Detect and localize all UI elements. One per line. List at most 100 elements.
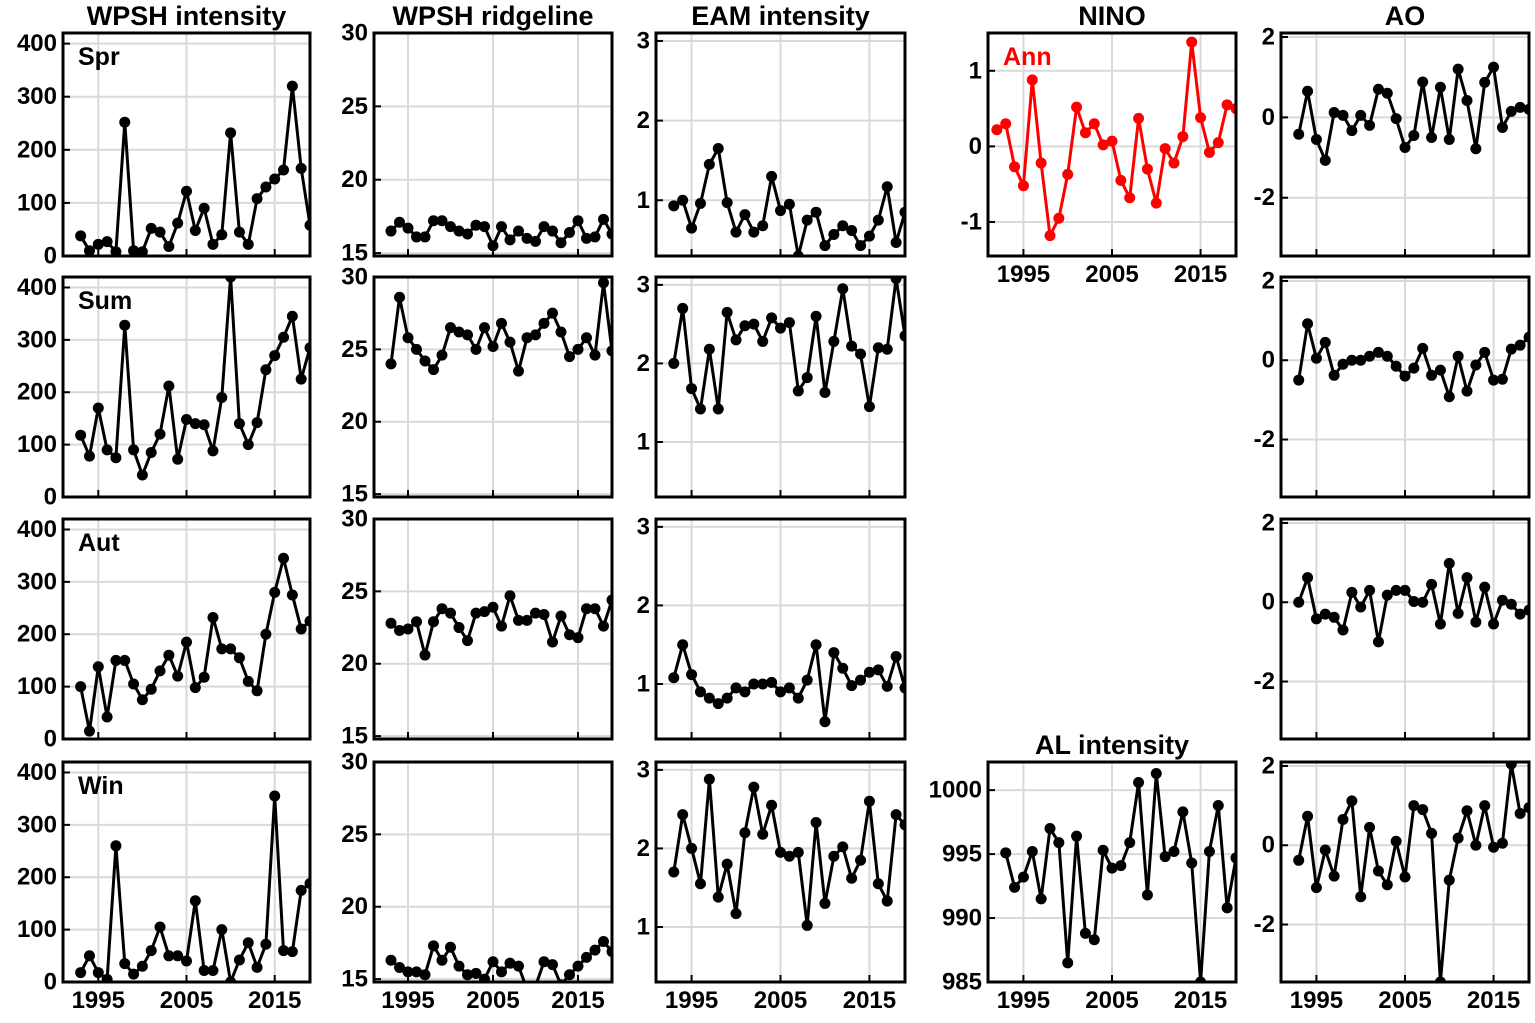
data-point — [242, 937, 254, 949]
data-point — [538, 221, 550, 233]
data-point — [810, 817, 822, 828]
data-point — [1310, 352, 1322, 364]
data-point — [721, 858, 733, 870]
y-tick-label: 200 — [17, 136, 57, 163]
data-point — [1408, 129, 1420, 141]
y-tick-label: 100 — [17, 916, 57, 943]
y-tick-label: 30 — [341, 20, 368, 47]
data-point — [402, 332, 414, 344]
data-point — [837, 841, 849, 853]
x-tick-label: 2015 — [1174, 987, 1227, 1014]
data-point — [555, 326, 567, 338]
y-tick-label: 15 — [341, 723, 368, 750]
data-point — [739, 209, 751, 221]
data-point — [564, 969, 575, 981]
panel-ao-win: -2 0 2 1995 2005 2015 — [1254, 752, 1531, 1014]
data-point — [92, 967, 104, 979]
data-point — [119, 319, 131, 331]
data-point — [295, 373, 307, 385]
y-tick-label: 20 — [341, 650, 368, 677]
data-point — [739, 686, 751, 698]
x-tick-label: 2005 — [1085, 987, 1138, 1014]
data-point — [1097, 139, 1109, 151]
data-point — [881, 181, 893, 193]
data-point — [445, 221, 456, 233]
panel-title: WPSH intensity — [87, 1, 287, 31]
axes-frame — [1279, 31, 1531, 258]
data-point — [1000, 847, 1012, 859]
data-point — [411, 343, 422, 355]
series-group — [385, 935, 612, 982]
y-tick-label: 0 — [44, 484, 57, 511]
data-point — [496, 317, 507, 329]
series-group — [75, 552, 310, 737]
series-line — [79, 794, 310, 982]
data-point — [1399, 370, 1411, 382]
data-point — [462, 635, 473, 647]
data-point — [411, 231, 422, 243]
data-point — [1452, 63, 1464, 75]
data-point — [1390, 835, 1402, 847]
data-point — [513, 365, 524, 377]
data-point — [1496, 373, 1508, 385]
data-point — [521, 332, 533, 344]
data-point — [1408, 362, 1420, 374]
panel-title: NINO — [1078, 1, 1146, 31]
data-point — [1177, 131, 1189, 143]
data-point — [1390, 113, 1402, 125]
data-point — [730, 334, 742, 346]
data-point — [419, 231, 431, 243]
data-point — [881, 343, 893, 355]
y-tick-label: 400 — [17, 274, 57, 301]
data-point — [694, 686, 706, 698]
series-line — [79, 84, 310, 254]
data-point — [83, 950, 95, 962]
season-label: Spr — [78, 43, 120, 71]
axes-frame — [654, 275, 907, 499]
data-point — [1488, 61, 1500, 73]
data-point — [242, 238, 254, 250]
data-point — [801, 372, 813, 384]
data-point — [101, 973, 113, 982]
data-point — [1496, 594, 1508, 606]
y-tick-label: 0 — [44, 969, 57, 996]
data-point — [547, 225, 558, 237]
data-point — [1461, 385, 1473, 397]
data-point — [1479, 581, 1491, 593]
data-point — [1434, 364, 1446, 376]
data-point — [1097, 844, 1109, 856]
data-point — [581, 603, 592, 615]
data-point — [313, 337, 324, 348]
data-point — [730, 226, 742, 238]
data-point — [92, 238, 104, 250]
x-tick-label: 2015 — [843, 987, 896, 1014]
data-point — [225, 127, 237, 139]
data-point — [712, 142, 724, 154]
data-point — [1062, 957, 1074, 969]
y-tick-label: 985 — [942, 969, 982, 996]
series-group — [1000, 768, 1236, 982]
data-point — [251, 685, 263, 697]
data-point — [1381, 350, 1393, 362]
y-tick-label: 0 — [1262, 589, 1275, 616]
data-point — [260, 628, 272, 640]
series-group — [668, 773, 905, 931]
data-point — [1079, 927, 1091, 939]
y-tick-label: -2 — [1254, 911, 1275, 938]
data-point — [1141, 163, 1153, 175]
data-point — [216, 391, 228, 403]
data-point — [1044, 823, 1056, 835]
data-point — [233, 954, 245, 966]
data-point — [1044, 230, 1056, 242]
data-point — [419, 355, 431, 367]
data-point — [163, 950, 175, 962]
data-point — [1106, 135, 1118, 147]
data-point — [1381, 879, 1393, 891]
data-point — [1115, 860, 1127, 872]
data-point — [837, 283, 849, 295]
y-tick-label: 3 — [637, 756, 650, 783]
x-tick-label: 2005 — [1085, 261, 1138, 288]
series-group — [385, 590, 612, 661]
data-point — [453, 622, 465, 634]
data-point — [863, 795, 875, 807]
